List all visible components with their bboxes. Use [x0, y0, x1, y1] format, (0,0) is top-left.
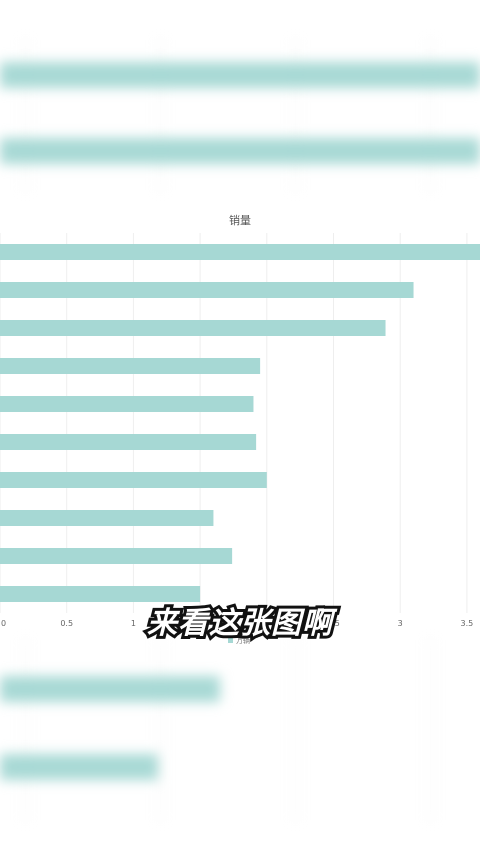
x-tick-label: 2	[264, 619, 269, 628]
bar	[0, 396, 254, 412]
legend-label: 万辆	[236, 636, 250, 645]
blurred-bar	[0, 676, 220, 702]
bar	[0, 472, 267, 488]
blurred-bar	[0, 754, 158, 780]
blurred-background-chart-top	[0, 0, 480, 215]
blurred-background-chart-bottom	[0, 640, 480, 853]
x-tick-label: 3	[398, 619, 403, 628]
bar	[0, 510, 214, 526]
x-tick-label: 1.5	[194, 619, 207, 628]
x-tick-label: 1	[131, 619, 136, 628]
video-subtitle: 来看这张图啊	[144, 603, 335, 644]
x-tick-label: 3.5	[461, 619, 474, 628]
bar	[0, 244, 480, 260]
x-tick-label: 2.5	[327, 619, 340, 628]
bar	[0, 320, 386, 336]
legend-swatch	[228, 638, 233, 643]
bar	[0, 548, 233, 564]
bar-chart: 0 0.5 1 1.5 2 2.5 3 3.5 万辆	[0, 233, 480, 645]
bar	[0, 358, 261, 374]
bar	[0, 282, 414, 298]
x-tick-label: 0.5	[60, 619, 73, 628]
x-tick-label: 0	[1, 619, 6, 628]
bar	[0, 586, 201, 602]
bar	[0, 434, 257, 450]
blurred-bar	[0, 62, 480, 88]
chart-title: 销量	[229, 214, 251, 227]
blurred-bar	[0, 138, 480, 164]
